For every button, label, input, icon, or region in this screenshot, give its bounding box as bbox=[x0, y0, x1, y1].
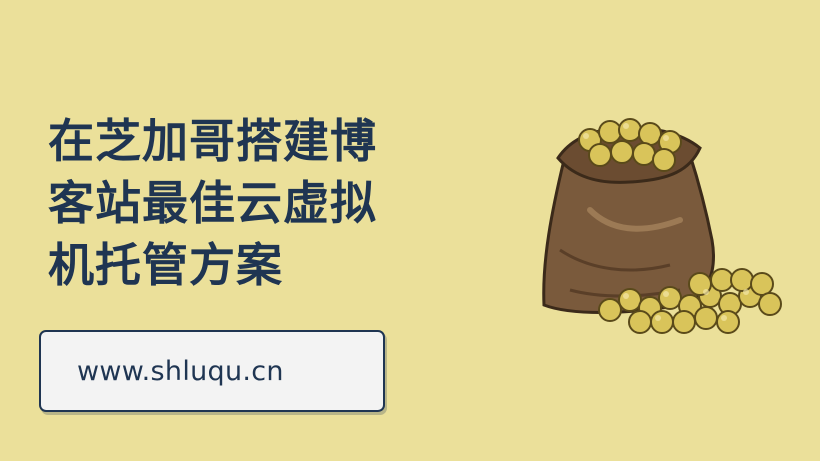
url-box[interactable]: www.shluqu.cn bbox=[39, 330, 385, 412]
url-text[interactable]: www.shluqu.cn bbox=[77, 356, 284, 387]
page-title: 在芝加哥搭建博 客站最佳云虚拟 机托管方案 bbox=[48, 110, 518, 296]
title-line-1: 在芝加哥搭建博 bbox=[48, 114, 377, 168]
title-line-2: 客站最佳云虚拟 bbox=[48, 176, 377, 230]
title-line-3: 机托管方案 bbox=[48, 238, 283, 292]
sack-of-soybeans-icon bbox=[542, 118, 782, 334]
